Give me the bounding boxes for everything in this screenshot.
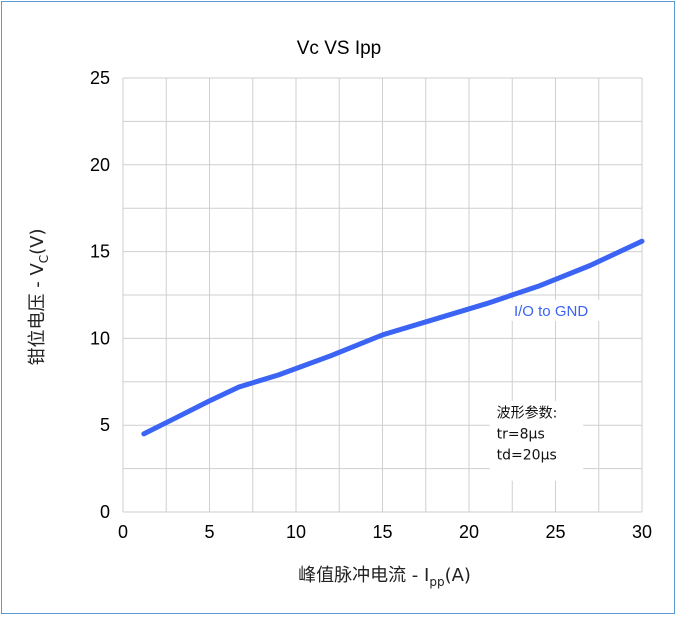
x-tick-label: 15	[372, 522, 392, 542]
annotation: 波形参数: tr=8μs td=20μs	[497, 404, 558, 463]
series-label-background	[508, 299, 608, 321]
y-axis-label: 钳位电压 - VC(V)	[27, 228, 51, 365]
annotation-background	[489, 400, 584, 481]
x-tick-label: 30	[632, 522, 652, 542]
x-tick-label: 10	[286, 522, 306, 542]
annotation-line: 波形参数:	[497, 404, 558, 421]
series-label: I/O to GND	[514, 303, 588, 320]
y-tick-label: 20	[90, 155, 110, 175]
x-tick-label: 20	[459, 522, 479, 542]
annotation-line: td=20μs	[497, 447, 557, 463]
y-tick-label: 0	[100, 502, 110, 522]
x-tick-label: 0	[118, 522, 128, 542]
x-tick-label: 5	[204, 522, 214, 542]
annotation-line: tr=8μs	[497, 426, 545, 442]
x-axis-label: 峰值脉冲电流 - Ipp(A)	[298, 565, 471, 589]
tick-labels: 0 5 10 15 20 25 30 0 5 10 15 20 25	[90, 68, 652, 542]
series-line	[141, 238, 645, 437]
y-tick-label: 15	[90, 242, 110, 262]
y-tick-label: 5	[100, 415, 110, 435]
x-tick-label: 25	[545, 522, 565, 542]
y-tick-label: 10	[90, 328, 110, 348]
chart-title: Vc VS Ipp	[296, 38, 382, 59]
y-tick-label: 25	[90, 68, 110, 88]
